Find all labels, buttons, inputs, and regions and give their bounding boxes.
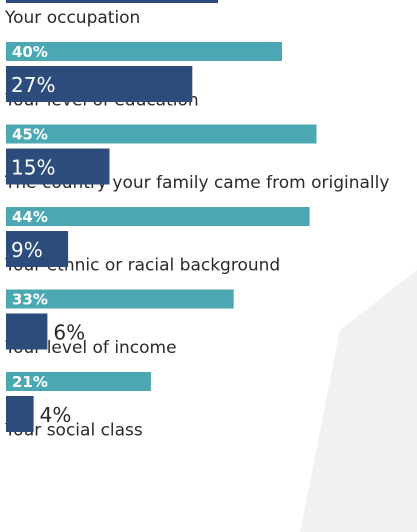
bar-value-label-series-a: 44%	[12, 208, 48, 226]
bar-series-b	[6, 313, 48, 350]
bar-series-a	[6, 124, 317, 144]
bar-value-label-series-b: 15%	[11, 156, 55, 180]
cropped-bar-top	[6, 0, 218, 3]
bar-series-a	[6, 42, 282, 61]
bar-series-b	[6, 396, 34, 432]
bar-value-label-series-b: 9%	[11, 238, 43, 262]
bar-value-label-series-a: 45%	[12, 126, 48, 144]
bar-value-label-series-a: 21%	[12, 373, 48, 391]
bar-value-label-series-b: 4%	[40, 403, 72, 427]
bar-series-a	[6, 289, 234, 309]
bar-series-a	[6, 207, 310, 226]
bar-series-a	[6, 372, 151, 391]
bar-value-label-series-b: 27%	[11, 73, 55, 97]
bar-series-b	[6, 148, 110, 185]
bar-value-label-series-a: 40%	[12, 43, 48, 61]
category-label: Your occupation	[4, 8, 140, 28]
category-label: Your ethnic or racial background	[4, 256, 280, 276]
bar-value-label-series-b: 6%	[53, 321, 85, 345]
bar-series-b	[6, 231, 69, 267]
category-label: Your social class	[4, 421, 143, 441]
bar-value-label-series-a: 33%	[12, 291, 48, 309]
bar-series-b	[6, 66, 193, 102]
